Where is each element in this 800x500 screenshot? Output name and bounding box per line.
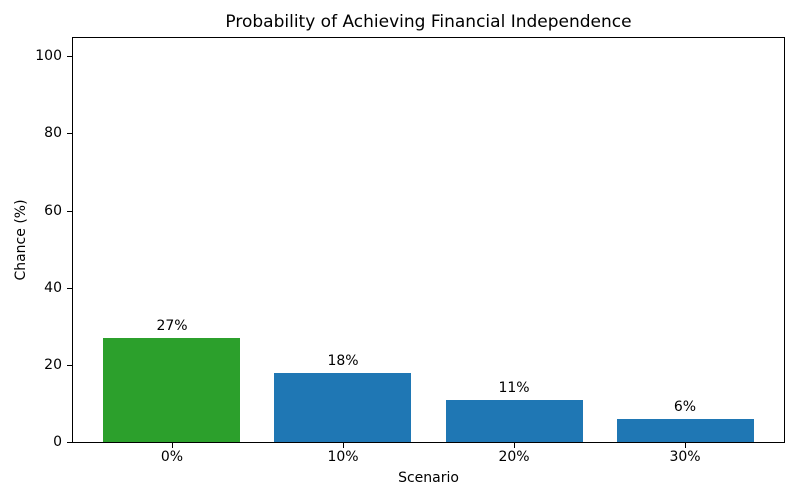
y-tick-label: 100 <box>35 48 62 65</box>
x-tick-label: 20% <box>498 449 530 465</box>
bar-10% <box>274 373 411 442</box>
y-tick-mark <box>67 56 72 58</box>
bar-value-label: 27% <box>156 318 188 334</box>
x-tick-label: 10% <box>327 449 359 465</box>
bar-20% <box>446 400 583 442</box>
y-tick-mark <box>67 364 72 366</box>
x-tick-mark <box>172 443 173 448</box>
x-axis-label: Scenario <box>398 470 459 486</box>
bar-0% <box>103 338 240 442</box>
y-tick-label: 20 <box>44 356 62 373</box>
x-tick-label: 30% <box>669 449 701 465</box>
y-tick-mark <box>67 133 72 135</box>
y-tick-mark <box>67 210 72 212</box>
y-tick-mark <box>67 287 72 289</box>
y-tick-label: 60 <box>44 202 62 219</box>
y-tick-label: 40 <box>44 279 62 296</box>
chart-title: Probability of Achieving Financial Indep… <box>225 12 632 32</box>
x-tick-mark <box>685 443 686 448</box>
x-tick-mark <box>343 443 344 448</box>
bar-value-label: 6% <box>673 399 697 415</box>
y-tick-label: 80 <box>44 125 62 142</box>
bar-value-label: 11% <box>498 380 530 396</box>
x-tick-mark <box>514 443 515 448</box>
bar-value-label: 18% <box>327 353 359 369</box>
y-tick-label: 0 <box>53 434 62 450</box>
bar-30% <box>617 419 754 442</box>
y-tick-mark <box>67 442 72 443</box>
x-tick-label: 0% <box>160 449 184 465</box>
